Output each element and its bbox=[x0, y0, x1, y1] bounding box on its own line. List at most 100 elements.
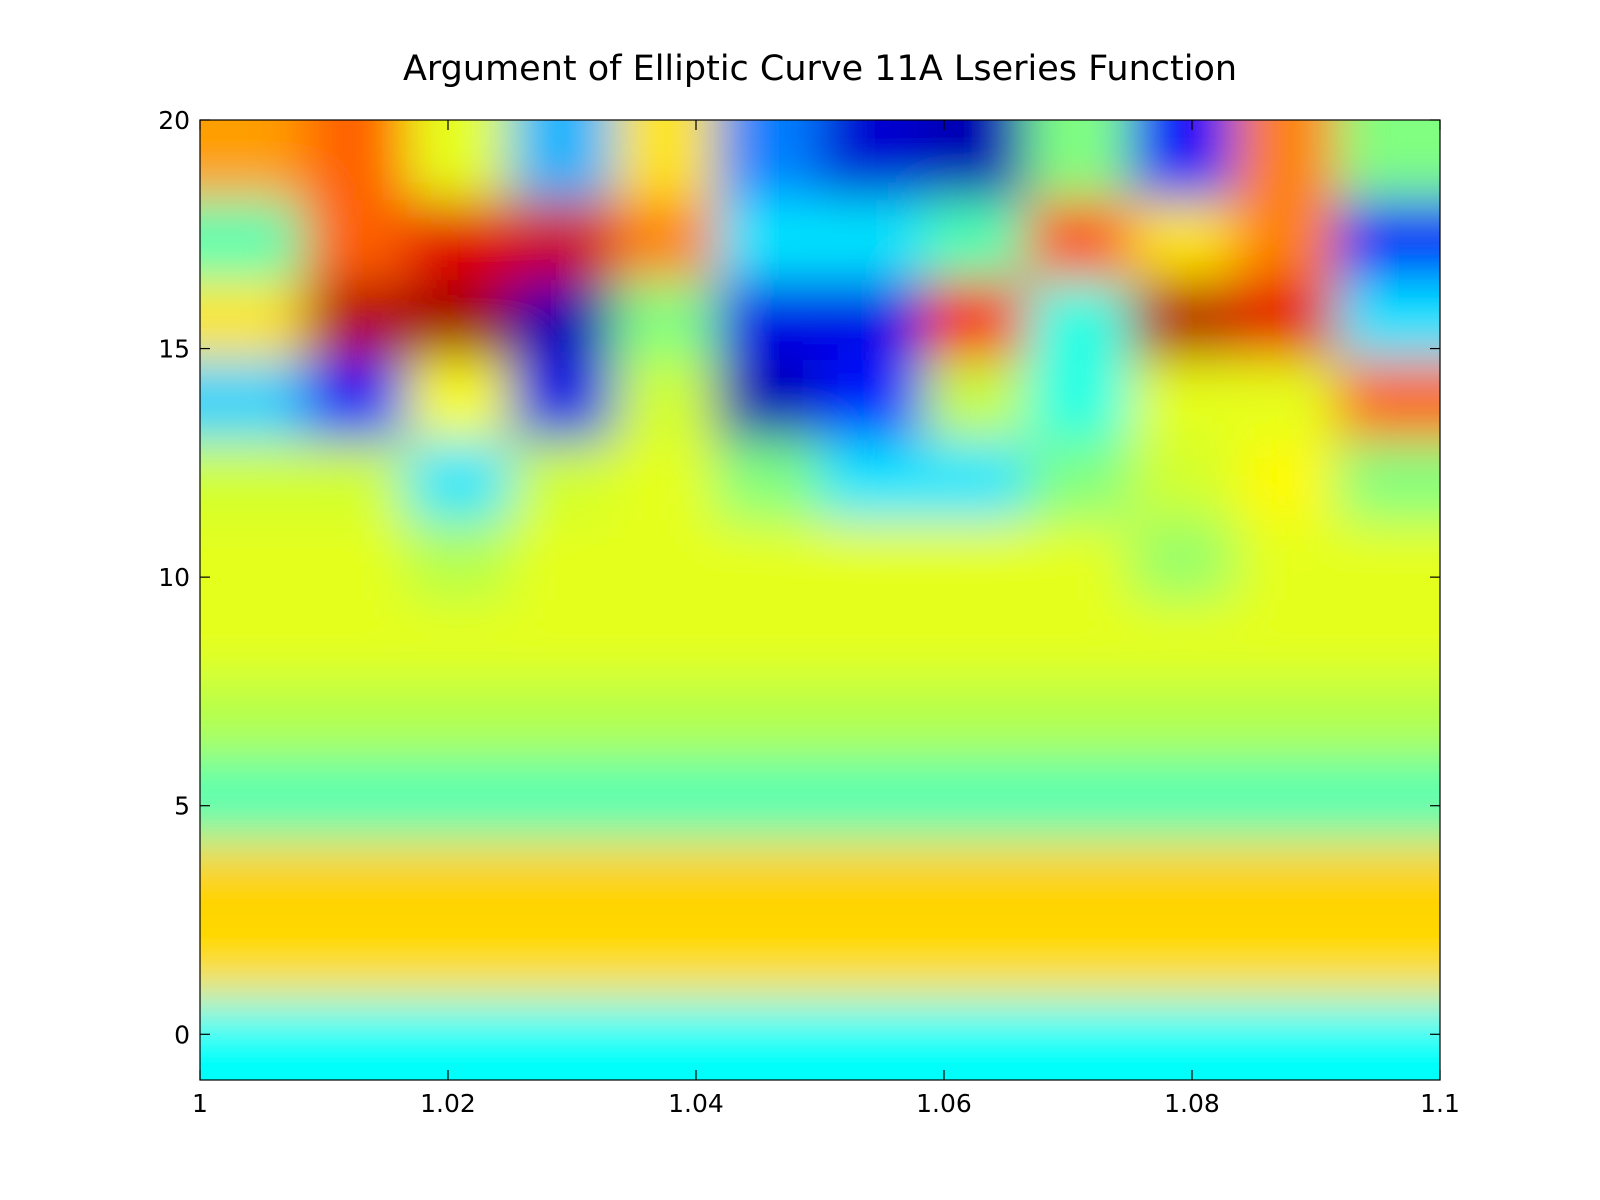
heatmap-cell bbox=[613, 440, 717, 521]
heatmap-cell bbox=[303, 520, 407, 601]
chart-title: Argument of Elliptic Curve 11A Lseries F… bbox=[403, 49, 1237, 89]
heatmap-cell bbox=[303, 1000, 407, 1080]
heatmap-cell bbox=[510, 920, 615, 1001]
heatmap-cell bbox=[303, 920, 407, 1001]
x-tick-label: 1.1 bbox=[1420, 1089, 1460, 1118]
heatmap-cell bbox=[923, 680, 1027, 761]
heatmap-cell bbox=[1233, 360, 1337, 441]
heatmap-cell bbox=[1130, 840, 1235, 921]
plot-frame bbox=[199, 119, 1441, 1081]
heatmap-cell bbox=[510, 520, 615, 601]
heatmap-cell bbox=[303, 840, 407, 921]
x-tick-label: 1.04 bbox=[668, 1089, 724, 1118]
heatmap-cell bbox=[200, 200, 305, 281]
heatmap-cell bbox=[820, 840, 925, 921]
heatmap-cell bbox=[1026, 280, 1131, 361]
heatmap-cell bbox=[820, 520, 925, 601]
heatmap-cell bbox=[613, 280, 717, 361]
heatmap-cell bbox=[1233, 680, 1337, 761]
heatmap-cell bbox=[923, 920, 1027, 1001]
heatmap-cell bbox=[716, 680, 821, 761]
heatmap-cell bbox=[613, 520, 717, 601]
heatmap-cell bbox=[1026, 600, 1131, 681]
heatmap-cell bbox=[406, 120, 511, 201]
heatmap bbox=[200, 120, 1440, 1080]
heatmap-cell bbox=[510, 600, 615, 681]
heatmap-cell bbox=[200, 600, 305, 681]
heatmap-cell bbox=[1026, 520, 1131, 601]
heatmap-cell bbox=[820, 440, 925, 521]
heatmap-cell bbox=[613, 920, 717, 1001]
heatmap-cell bbox=[200, 680, 305, 761]
heatmap-cell bbox=[406, 200, 511, 281]
heatmap-cell bbox=[1336, 840, 1440, 921]
heatmap-cell bbox=[510, 760, 615, 841]
heatmap-cell bbox=[820, 120, 925, 201]
heatmap-cell bbox=[1336, 120, 1440, 201]
heatmap-cell bbox=[1233, 1000, 1337, 1080]
heatmap-cell bbox=[820, 680, 925, 761]
heatmap-cell bbox=[716, 920, 821, 1001]
heatmap-cell bbox=[1130, 680, 1235, 761]
heatmap-cell bbox=[200, 280, 305, 361]
heatmap-cell bbox=[406, 920, 511, 1001]
heatmap-cell bbox=[510, 360, 615, 441]
y-tick-label: 15 bbox=[158, 335, 190, 364]
heatmap-cell bbox=[613, 120, 717, 201]
heatmap-cell bbox=[510, 200, 615, 281]
y-tick-label: 0 bbox=[174, 1020, 190, 1049]
y-tick-label: 10 bbox=[158, 563, 190, 592]
heatmap-cell bbox=[406, 840, 511, 921]
heatmap-cell bbox=[1336, 1000, 1440, 1080]
x-tick-label: 1 bbox=[192, 1089, 208, 1118]
heatmap-cell bbox=[923, 280, 1027, 361]
y-tick-label: 20 bbox=[158, 106, 190, 135]
heatmap-cell bbox=[200, 920, 305, 1001]
heatmap-cell bbox=[200, 440, 305, 521]
heatmap-cell bbox=[1026, 360, 1131, 441]
heatmap-cell bbox=[510, 680, 615, 761]
heatmap-cell bbox=[820, 920, 925, 1001]
heatmap-cell bbox=[1130, 440, 1235, 521]
heatmap-cell bbox=[406, 520, 511, 601]
heatmap-cell bbox=[820, 1000, 925, 1080]
heatmap-cell bbox=[303, 360, 407, 441]
heatmap-cell bbox=[716, 120, 821, 201]
heatmap-cell bbox=[716, 600, 821, 681]
heatmap-cell bbox=[1336, 360, 1440, 441]
heatmap-cell bbox=[1026, 840, 1131, 921]
heatmap-cell bbox=[716, 200, 821, 281]
heatmap-cell bbox=[923, 120, 1027, 201]
heatmap-cell bbox=[1130, 1000, 1235, 1080]
heatmap-cell bbox=[1336, 760, 1440, 841]
heatmap-cell bbox=[1336, 680, 1440, 761]
heatmap-cell bbox=[510, 440, 615, 521]
x-tick-label: 1.06 bbox=[916, 1089, 972, 1118]
heatmap-cell bbox=[613, 840, 717, 921]
heatmap-cell bbox=[716, 360, 821, 441]
heatmap-cell bbox=[923, 760, 1027, 841]
heatmap-cell bbox=[510, 120, 615, 201]
heatmap-cell bbox=[406, 1000, 511, 1080]
x-tick-label: 1.02 bbox=[420, 1089, 476, 1118]
heatmap-cell bbox=[923, 360, 1027, 441]
heatmap-cell bbox=[923, 520, 1027, 601]
heatmap-cell bbox=[510, 840, 615, 921]
heatmap-cell bbox=[1130, 120, 1235, 201]
heatmap-cell bbox=[1233, 280, 1337, 361]
heatmap-cell bbox=[1336, 440, 1440, 521]
heatmap-cell bbox=[200, 520, 305, 601]
heatmap-cell bbox=[1026, 200, 1131, 281]
heatmap-cell bbox=[510, 280, 615, 361]
heatmap-cell bbox=[406, 600, 511, 681]
heatmap-cell bbox=[406, 280, 511, 361]
heatmap-cell bbox=[1233, 760, 1337, 841]
heatmap-cell bbox=[200, 360, 305, 441]
heatmap-cell bbox=[923, 600, 1027, 681]
heatmap-cell bbox=[1130, 760, 1235, 841]
heatmap-cell bbox=[613, 680, 717, 761]
heatmap-cell bbox=[1233, 120, 1337, 201]
heatmap-cell bbox=[1130, 600, 1235, 681]
heatmap-cell bbox=[716, 280, 821, 361]
heatmap-cell bbox=[303, 280, 407, 361]
